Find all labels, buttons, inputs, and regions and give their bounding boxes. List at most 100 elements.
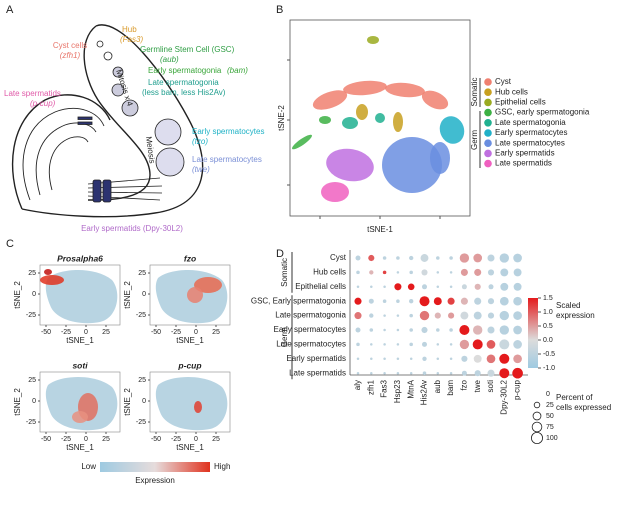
dot xyxy=(355,327,361,333)
dot xyxy=(420,254,429,262)
dot xyxy=(500,282,509,291)
expression-hotspot xyxy=(72,411,88,423)
dot xyxy=(407,283,415,291)
dot xyxy=(396,271,400,274)
dot xyxy=(370,371,373,375)
testis-diagram xyxy=(11,24,204,218)
dot xyxy=(436,328,440,332)
dot xyxy=(513,325,522,335)
x-tick-label: 0 xyxy=(194,329,198,336)
dot xyxy=(409,357,413,361)
row-label: Hub cells xyxy=(313,268,346,277)
gene-label: soti xyxy=(486,380,495,393)
x-axis-label: tSNE_1 xyxy=(176,336,204,345)
feature-frame xyxy=(39,371,121,433)
spermatid-bundle xyxy=(92,179,102,203)
dot xyxy=(409,371,413,375)
dot xyxy=(409,342,413,347)
x-tick-label: 0 xyxy=(84,329,88,336)
cluster-blob xyxy=(375,113,385,123)
dot xyxy=(434,312,441,319)
size-key-label: 100 xyxy=(546,435,558,442)
diagram-label: Early spermatids (Dpy-30L2) xyxy=(81,224,183,233)
legend-label: Hub cells xyxy=(495,87,528,96)
diagram-label: (zfh1) xyxy=(60,51,81,60)
legend-swatch xyxy=(484,98,492,107)
dot xyxy=(486,340,496,349)
color-title: Scaled xyxy=(556,301,580,310)
feature-title: Prosalpha6 xyxy=(57,253,103,263)
dot xyxy=(409,328,413,332)
y-tick-label: 0 xyxy=(32,291,36,298)
diagram-label: Cyst cells xyxy=(53,41,87,50)
dot xyxy=(513,311,522,320)
dot xyxy=(488,284,494,290)
legend-swatch xyxy=(484,159,492,168)
dot xyxy=(499,339,510,350)
dot xyxy=(460,311,469,320)
dot xyxy=(396,357,400,361)
cluster-blob xyxy=(393,112,403,132)
dot xyxy=(421,269,428,276)
dot xyxy=(356,342,360,347)
color-title: expression xyxy=(556,311,595,320)
legend-high: High xyxy=(214,462,230,471)
x-axis-label: tSNE_1 xyxy=(176,443,204,452)
dot xyxy=(355,255,361,261)
cluster-blob xyxy=(321,182,349,202)
dot xyxy=(382,256,387,260)
dot xyxy=(459,339,470,350)
gene-label: aub xyxy=(433,379,442,393)
diagram-label: Early spermatogonia xyxy=(148,66,222,75)
row-label: Late spermatogonia xyxy=(275,311,346,320)
dot xyxy=(436,271,440,274)
row-label: Late spermatocytes xyxy=(276,340,346,349)
feature-map xyxy=(155,377,228,431)
dot xyxy=(474,283,481,290)
legend-swatch xyxy=(484,139,492,147)
feature-title: p-cup xyxy=(177,360,201,370)
dot xyxy=(422,356,427,361)
gene-label: p-cup xyxy=(513,379,522,400)
y-tick-label: -25 xyxy=(136,312,146,319)
legend-swatch xyxy=(484,78,492,86)
dot xyxy=(396,299,400,303)
late-spermatid xyxy=(77,121,93,125)
dot xyxy=(356,357,360,361)
dot xyxy=(512,367,523,379)
dot xyxy=(449,343,453,346)
dot xyxy=(449,328,453,332)
gene-label: twe xyxy=(473,379,482,392)
y-tick-label: 0 xyxy=(142,291,146,298)
dot xyxy=(409,299,414,304)
dot xyxy=(421,341,428,347)
legend-swatch xyxy=(484,149,492,158)
dot xyxy=(394,283,402,291)
legend-label: GSC, early spermatogonia xyxy=(495,108,590,117)
y-tick-label: -25 xyxy=(26,419,36,426)
size-title: Percent of xyxy=(556,393,593,402)
y-tick-label: 25 xyxy=(138,377,146,384)
dot xyxy=(459,253,470,263)
dot xyxy=(449,271,453,274)
y-tick-label: 25 xyxy=(138,270,146,277)
row-label: Late spermatids xyxy=(289,368,346,377)
color-tick-label: -1.0 xyxy=(543,365,555,372)
dot xyxy=(499,368,510,379)
gene-label: Hsp23 xyxy=(393,379,402,403)
x-axis-label: tSNE_1 xyxy=(66,443,94,452)
dot xyxy=(354,297,362,305)
x-tick-label: -25 xyxy=(61,436,71,443)
color-tick-label: 1.5 xyxy=(543,295,553,302)
dot xyxy=(499,253,509,263)
cluster-blob xyxy=(421,90,449,110)
germ-cells xyxy=(77,40,185,203)
spermatogonia xyxy=(121,99,139,117)
diagram-label: Late spermatocytes xyxy=(192,155,262,164)
dot xyxy=(383,371,386,375)
size-key-label: 25 xyxy=(546,402,554,409)
y-tick-label: -25 xyxy=(26,312,36,319)
dot xyxy=(370,343,373,346)
cells-base xyxy=(45,270,118,324)
cells-base xyxy=(155,377,228,431)
